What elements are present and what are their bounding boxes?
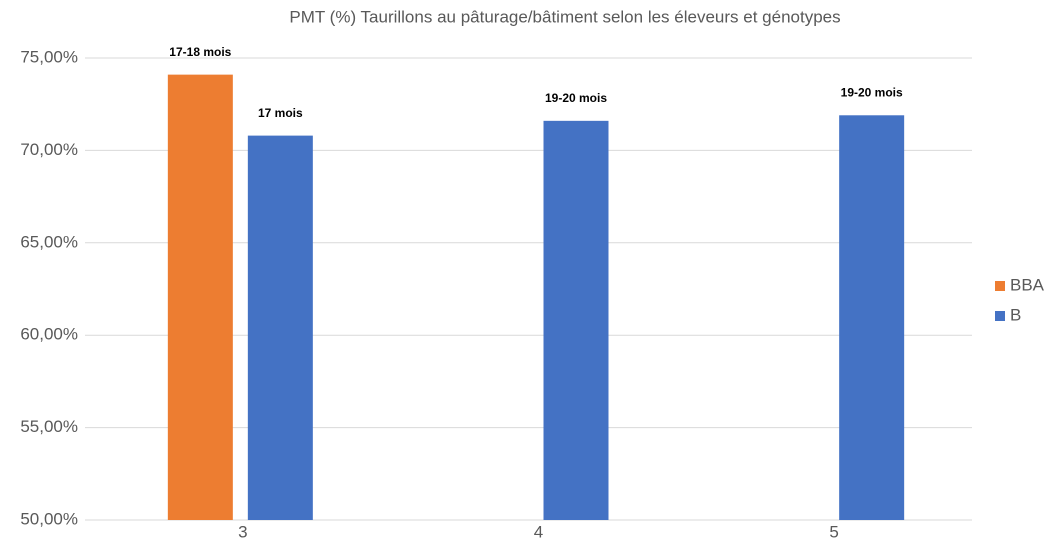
y-tick-label: 55,00% <box>20 417 78 436</box>
bar <box>543 120 609 520</box>
y-tick-label: 70,00% <box>20 140 78 159</box>
y-tick-label: 75,00% <box>20 47 78 66</box>
y-tick-label: 60,00% <box>20 325 78 344</box>
y-tick-label: 65,00% <box>20 232 78 251</box>
legend-swatch <box>995 311 1005 321</box>
bar <box>167 74 233 520</box>
x-tick-label: 5 <box>829 522 838 541</box>
chart-title: PMT (%) Taurillons au pâturage/bâtiment … <box>289 7 840 26</box>
x-tick-label: 4 <box>534 522 543 541</box>
bar <box>839 115 905 521</box>
bar-annotation: 19-20 mois <box>545 91 607 105</box>
bar-annotation: 17-18 mois <box>169 45 231 59</box>
bar-annotation: 19-20 mois <box>841 85 903 99</box>
bar-annotation: 17 mois <box>258 106 303 120</box>
legend-swatch <box>995 281 1005 291</box>
y-tick-label: 50,00% <box>20 509 78 528</box>
bar <box>247 135 313 520</box>
x-tick-label: 3 <box>238 522 247 541</box>
legend-label: BBA <box>1010 275 1045 294</box>
legend-label: B <box>1010 305 1021 324</box>
